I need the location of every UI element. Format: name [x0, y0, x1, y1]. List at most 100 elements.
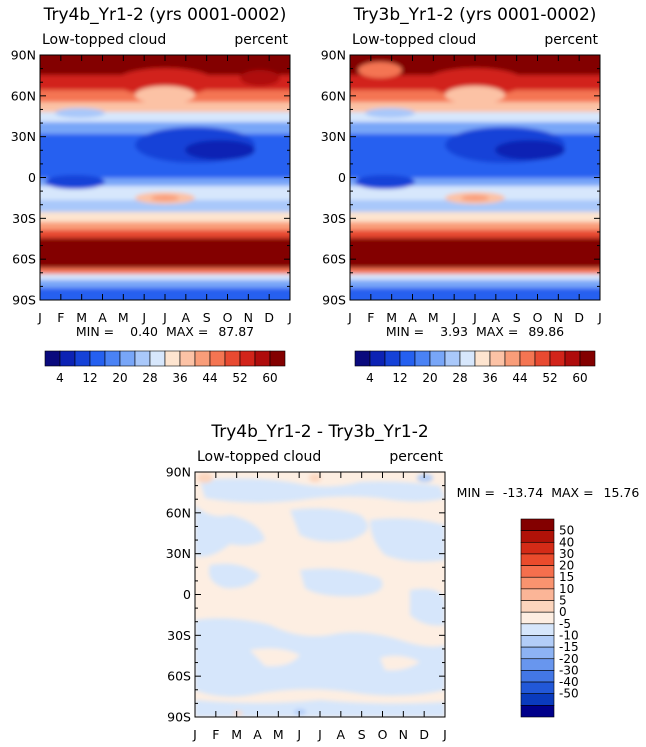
- panel-2-colorbar-label: 20: [422, 371, 437, 385]
- panel-3-stats: MIN = -13.74 MAX = 15.76: [457, 485, 640, 500]
- panel-1-ytick-label: 60S: [12, 252, 36, 267]
- panel-2-colorbar-box: [459, 350, 476, 367]
- panel-3-xtick-label: A: [253, 727, 262, 742]
- panel-3-ytick-label: 90S: [167, 710, 191, 725]
- panel-2-colorbar-box: [369, 350, 386, 367]
- panel-2-ytick-label: 30S: [322, 211, 346, 226]
- panel-1-ytick-label: 0: [28, 170, 36, 185]
- panel-2-heatmap: [350, 55, 600, 300]
- panel-2-min-label: MIN =: [386, 324, 424, 339]
- panel-1-colorbar-box: [149, 350, 166, 367]
- panel-3-xtick-label: J: [442, 727, 447, 742]
- panel-1-colorbar-label: 52: [232, 371, 247, 385]
- panel-3-colorbar-box: [520, 611, 555, 625]
- panel-2-xtick-label: J: [597, 310, 602, 325]
- panel-3-colorbar-box: [520, 670, 555, 683]
- panel-3-colorbar-box: [520, 518, 555, 531]
- panel-3-colorbar-box: [520, 530, 555, 543]
- panel-3-left-label: Low-topped cloud: [197, 449, 321, 465]
- panel-3-colorbar-box: [520, 635, 555, 648]
- panel-1-xtick-label: A: [98, 310, 107, 325]
- panel-1-xtick-label: S: [203, 310, 211, 325]
- panel-2-colorbar-box: [489, 350, 506, 367]
- panel-1-ytick-label: 90N: [11, 48, 36, 63]
- panel-3-colorbar-box: [520, 600, 555, 613]
- panel-3-xtick-label: N: [399, 727, 408, 742]
- panel-1-colorbar-label: 12: [82, 371, 97, 385]
- panel-1-xtick-label: O: [223, 310, 233, 325]
- panel-2-xtick-label: M: [386, 310, 397, 325]
- panel-1-colorbar: 4 12 20 28 36 44 52 60: [44, 350, 286, 385]
- panel-2-colorbar-label: 60: [572, 371, 587, 385]
- panel-2-xtick-label: D: [574, 310, 584, 325]
- panel-3-xtick-label: A: [337, 727, 346, 742]
- panel-2-xtick-label: J: [347, 310, 352, 325]
- panel-3-xtick-label: M: [231, 727, 242, 742]
- panel-2-colorbar-box: [519, 350, 536, 367]
- panel-1: Try4b_Yr1-2 (yrs 0001-0002) Low-topped c…: [11, 5, 292, 385]
- panel-2-xtick-label: J: [451, 310, 456, 325]
- panel-1-title: Try4b_Yr1-2 (yrs 0001-0002): [43, 5, 287, 25]
- panel-3-colorbar-box: [520, 705, 555, 718]
- panel-3-colorbar-label: -50: [559, 687, 579, 701]
- panel-3-max-label: MAX =: [551, 485, 593, 500]
- panel-1-colorbar-label: 20: [112, 371, 127, 385]
- panel-2-xtick-label: A: [492, 310, 501, 325]
- panel-2-ytick-label: 90N: [321, 48, 346, 63]
- panel-1-ytick-label: 30N: [11, 129, 36, 144]
- panel-1-colorbar-box: [104, 350, 121, 367]
- panel-2-xtick-label: A: [408, 310, 417, 325]
- panel-2-xtick-label: O: [533, 310, 543, 325]
- panel-1-xtick-label: J: [287, 310, 292, 325]
- panel-1-xtick-label: M: [118, 310, 129, 325]
- panel-2-colorbar-box: [534, 350, 551, 367]
- panel-3-colorbar-label: -20: [559, 652, 579, 666]
- panel-3-colorbar-label: 0: [559, 605, 567, 619]
- panel-2-min: 3.93: [440, 324, 468, 339]
- panel-2-right-label: percent: [544, 32, 598, 48]
- panel-1-colorbar-box: [194, 350, 211, 367]
- panel-2-colorbar-box: [564, 350, 581, 367]
- panel-1-xtick-label: J: [162, 310, 167, 325]
- panel-2-title: Try3b_Yr1-2 (yrs 0001-0002): [353, 5, 597, 25]
- panel-1-colorbar-box: [224, 350, 241, 367]
- panel-3-xtick-label: D: [419, 727, 429, 742]
- panel-1-min: 0.40: [130, 324, 158, 339]
- panel-1-colorbar-box: [209, 350, 226, 367]
- panel-3-ytick-label: 30N: [166, 546, 191, 561]
- panel-1-xtick-label: N: [244, 310, 253, 325]
- panel-1-colorbar-box: [239, 350, 256, 367]
- panel-3-title: Try4b_Yr1-2 - Try3b_Yr1-2: [210, 422, 428, 442]
- panel-2: Try3b_Yr1-2 (yrs 0001-0002) Low-topped c…: [321, 5, 602, 385]
- panel-3-colorbar-label: -30: [559, 663, 579, 677]
- panel-1-colorbar-box: [134, 350, 151, 367]
- panel-1-colorbar-label: 60: [262, 371, 277, 385]
- panel-3-colorbar-box: [520, 576, 555, 590]
- panel-3-xtick-label: J: [192, 727, 197, 742]
- panel-1-stats: MIN = 0.40 MAX = 87.87: [76, 324, 254, 339]
- panel-3-colorbar-label: 30: [559, 547, 574, 561]
- panel-2-ytick-label: 0: [338, 170, 346, 185]
- panel-2-colorbar-label: 12: [392, 371, 407, 385]
- panel-2-xtick-label: S: [513, 310, 521, 325]
- panel-1-colorbar-box: [269, 350, 286, 367]
- panel-2-colorbar-box: [474, 350, 491, 367]
- panel-2-ytick-label: 90S: [322, 293, 346, 308]
- panel-3-colorbar-box: [520, 565, 555, 578]
- panel-1-colorbar-label: 44: [202, 371, 217, 385]
- panel-2-colorbar-label: 44: [512, 371, 527, 385]
- panel-3-min-label: MIN =: [457, 485, 495, 500]
- panel-2-left-label: Low-topped cloud: [352, 32, 476, 48]
- panel-2-colorbar-label: 28: [452, 371, 467, 385]
- panel-3-ytick-label: 60S: [167, 669, 191, 684]
- panel-1-xtick-label: J: [37, 310, 42, 325]
- panel-3-colorbar-label: 40: [559, 535, 574, 549]
- panel-1-ytick-label: 90S: [12, 293, 36, 308]
- panel-3-ytick-label: 90N: [166, 465, 191, 480]
- panel-1-ytick-label: 30S: [12, 211, 36, 226]
- panel-3-xtick-label: J: [296, 727, 301, 742]
- panel-1-heatmap: [40, 55, 290, 300]
- panel-1-colorbar-box: [74, 350, 91, 367]
- panel-2-colorbar-box: [429, 350, 446, 367]
